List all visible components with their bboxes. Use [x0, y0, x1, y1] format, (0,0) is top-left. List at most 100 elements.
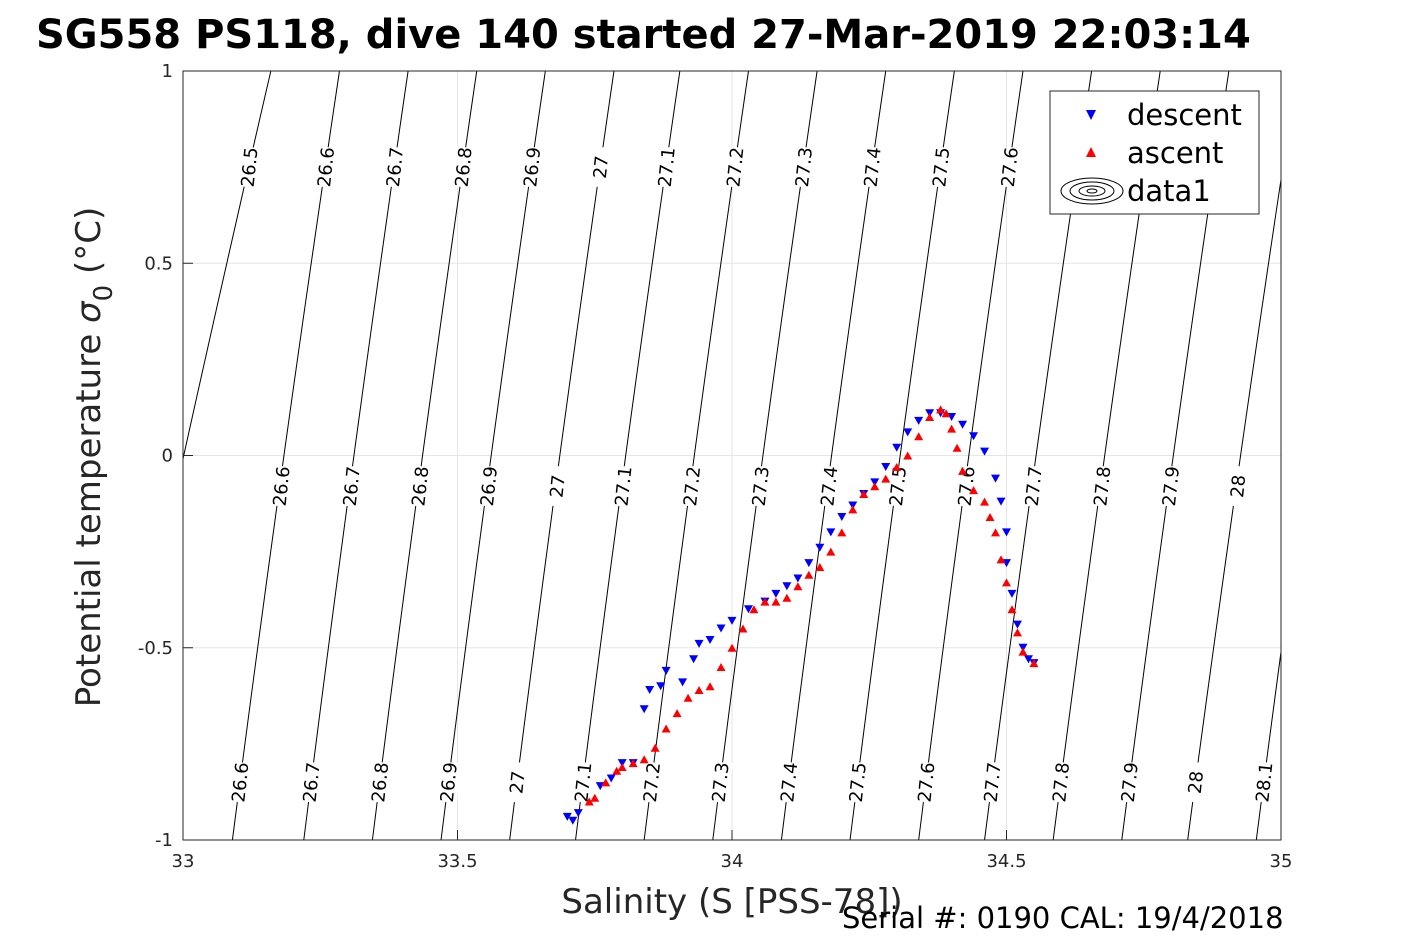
descent-point: [996, 497, 1006, 506]
descent-point: [639, 705, 649, 714]
descent-point: [661, 666, 671, 675]
contour-label: 26.5: [238, 146, 263, 188]
contour-label-group: 27.5: [929, 146, 954, 188]
contour-label-group: 27.2: [680, 465, 705, 507]
contour-label: 27.4: [817, 465, 842, 507]
contour-label-bg: [680, 465, 705, 508]
y-tick-label: -1: [155, 830, 173, 851]
contour-label-bg: [1021, 465, 1046, 508]
contour-label-bg: [383, 146, 408, 189]
descent-point: [705, 636, 715, 645]
contour-label-group: 27.8: [1049, 761, 1074, 803]
contour-label-bg: [929, 146, 954, 189]
contour-label-bg: [545, 465, 570, 508]
contour-label-bg: [708, 761, 733, 804]
contour-label-bg: [914, 761, 939, 804]
descent-point: [727, 616, 737, 625]
contour-label-group: 27.2: [640, 761, 665, 803]
ascent-point: [947, 424, 957, 433]
contour-label: 27: [506, 770, 529, 795]
y-tick-label: 1: [162, 61, 173, 82]
contour-label: 26.8: [368, 761, 393, 803]
contour-label-group: 27: [505, 761, 530, 804]
contour-label-group: 26.9: [477, 465, 502, 507]
contour-label: 27.1: [611, 465, 636, 507]
contour-label: 27.3: [749, 465, 774, 507]
x-axis-label: Salinity (S [PSS-78]): [561, 882, 902, 922]
contour-label-group: 27.4: [777, 761, 802, 803]
contour-label-bg: [997, 146, 1022, 189]
ascent-point: [848, 505, 858, 514]
y-axis-label-symbol: σ: [69, 300, 109, 323]
contour-label-group: 27: [588, 146, 613, 189]
contour-line: [1255, 648, 1281, 840]
ascent-point: [980, 497, 990, 506]
contour-label: 26.6: [314, 146, 339, 188]
contour-label: 27.7: [1022, 465, 1047, 507]
contour-label-bg: [817, 465, 842, 508]
contour-label: 27.2: [640, 761, 665, 803]
ascent-point: [837, 528, 847, 537]
ascent-point: [925, 413, 935, 422]
contour-label-group: 27.6: [914, 761, 939, 803]
contour-label-group: 28.1: [1252, 761, 1277, 803]
contour-label: 27.4: [777, 761, 802, 803]
y-axis-ticks: -1 -0.5 0 0.5 1: [138, 61, 193, 851]
contour-label-group: 26.8: [368, 761, 393, 803]
contour-label-group: 27.5: [886, 465, 911, 507]
contour-label-group: 27.3: [709, 761, 734, 803]
ascent-point: [716, 662, 726, 671]
contour-label: 28: [1227, 474, 1250, 499]
contour-label: 26.7: [383, 146, 408, 188]
descent-point: [782, 582, 792, 591]
contour-label-group: 26.7: [300, 761, 325, 803]
ascent-point: [639, 755, 649, 764]
ascent-point: [672, 709, 682, 718]
ascent-point: [738, 624, 748, 633]
y-tick-label: 0.5: [144, 253, 173, 274]
contour-label: 27.6: [914, 761, 939, 803]
contour-label-bg: [980, 761, 1005, 804]
contour-label-group: 26.5: [238, 146, 263, 188]
ascent-point: [1012, 628, 1022, 637]
ascent-point: [749, 605, 759, 614]
ascent-point: [958, 466, 968, 475]
contour-label-group: 26.7: [340, 465, 365, 507]
ascent-point: [859, 489, 869, 498]
contour-label: 28.1: [1252, 761, 1277, 803]
contour-label-group: 27.9: [1159, 465, 1184, 507]
contour-label: 26.8: [452, 146, 477, 188]
contour-label-group: 27.5: [846, 761, 871, 803]
chart-title: SG558 PS118, dive 140 started 27-Mar-201…: [36, 12, 1251, 58]
contour-label-bg: [299, 761, 324, 804]
contour-label-bg: [954, 465, 979, 508]
y-tick-label: -0.5: [138, 638, 173, 659]
ascent-point: [1018, 647, 1028, 656]
contour-label-bg: [1158, 465, 1184, 508]
ascent-point: [903, 451, 913, 460]
contour-label-bg: [723, 146, 748, 189]
descent-point: [881, 463, 891, 472]
contour-label-bg: [639, 761, 665, 804]
descent-point: [815, 543, 825, 552]
legend: descent ascent data1: [1049, 90, 1260, 215]
contour-label: 27.7: [981, 761, 1006, 803]
contour-label-bg: [571, 761, 596, 804]
x-tick-label: 33.5: [437, 851, 477, 872]
contour-label: 27.1: [655, 146, 680, 188]
contour-label-group: 26.8: [452, 146, 477, 188]
legend-item-ascent: ascent: [1086, 136, 1223, 170]
ascent-point: [628, 759, 638, 768]
ascent-point: [892, 463, 902, 472]
descent-point: [903, 428, 913, 437]
contour-label: 26.7: [340, 465, 365, 507]
contour-label-group: 27.3: [749, 465, 774, 507]
contour-label: 27.5: [929, 146, 954, 188]
contour-label-group: 28: [1226, 465, 1250, 508]
contour-label: 27.9: [1159, 465, 1184, 507]
legend-box: [1049, 90, 1260, 215]
contour-label-group: 26.8: [408, 465, 433, 507]
legend-item-descent: descent: [1086, 98, 1242, 132]
contour-label-group: 27.4: [817, 465, 842, 507]
contour-label: 27.8: [1049, 761, 1074, 803]
